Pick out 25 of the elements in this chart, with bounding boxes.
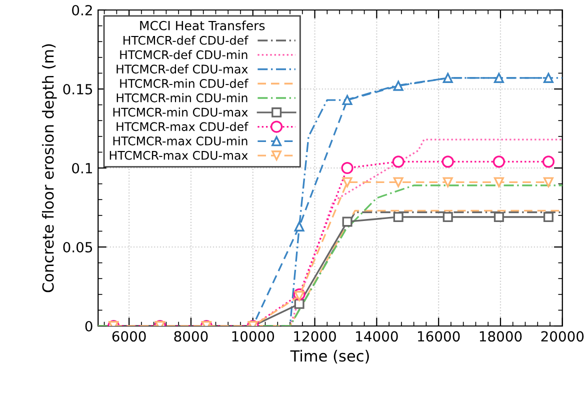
legend-label: HTCMCR-min CDU-min [116, 93, 248, 102]
x-tick-label: 12000 [294, 331, 336, 342]
x-tick-label: 20000 [541, 331, 584, 342]
x-tick-label: 6000 [112, 331, 146, 342]
x-axis-title: Time (sec) [290, 350, 369, 364]
x-tick-label: 18000 [480, 331, 522, 342]
x-tick-label: 16000 [418, 331, 460, 342]
y-tick-label: 0.2 [72, 4, 92, 16]
legend-label: HTCMCR-def CDU-max [116, 64, 248, 74]
x-tick-label: 10000 [232, 331, 274, 342]
y-tick-label: 0.1 [72, 162, 92, 174]
x-tick-label: 14000 [356, 331, 398, 342]
x-tick-label: 8000 [174, 331, 208, 342]
y-tick-label: 0 [85, 320, 92, 332]
legend-label: HTCMCR-max CDU-max [110, 150, 248, 160]
legend-label: HTCMCR-min CDU-def [120, 78, 248, 88]
y-tick-label: 0.15 [63, 84, 92, 94]
legend-title: MCCI Heat Transfers [140, 20, 265, 30]
legend-label: HTCMCR-max CDU-def [116, 122, 248, 132]
legend-label: HTCMCR-min CDU-max [113, 108, 248, 117]
y-tick-label: 0.05 [63, 242, 92, 252]
y-axis-title: Concrete floor erosion depth (m) [42, 44, 57, 292]
legend-label: HTCMCR-def CDU-def [124, 36, 248, 45]
legend-label: HTCMCR-max CDU-min [113, 136, 248, 146]
legend-label: HTCMCR-def CDU-min [120, 50, 248, 60]
